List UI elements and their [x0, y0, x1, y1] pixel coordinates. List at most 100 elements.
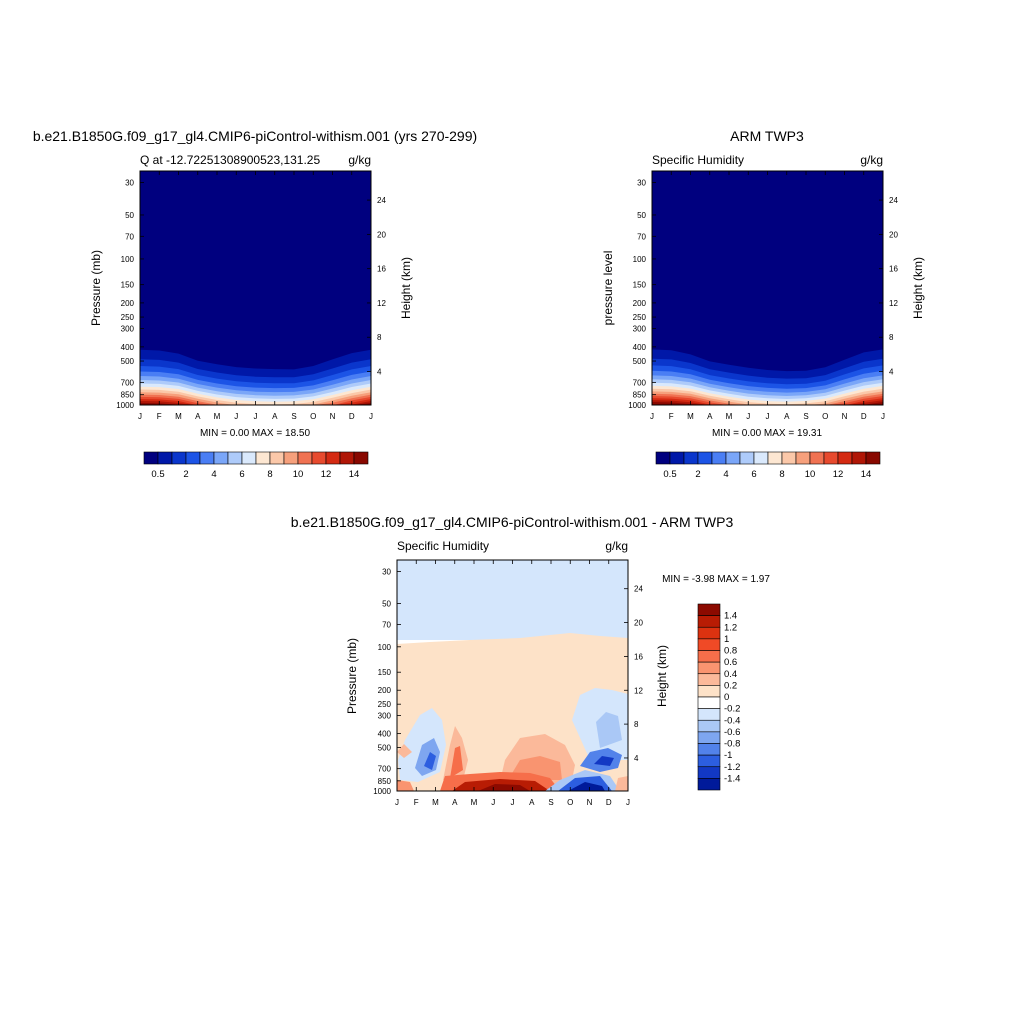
colorbar-swatch: [185, 451, 201, 465]
y-tick-label: 150: [121, 281, 135, 290]
x-tick-label: F: [414, 798, 419, 807]
colorbar-label: 0.4: [724, 669, 737, 680]
colorbar-label: 6: [751, 469, 756, 480]
x-tick-label: J: [138, 412, 142, 421]
colorbar-label: 10: [293, 469, 304, 480]
colorbar-swatch: [697, 766, 721, 779]
panel-diff-colorbar: 1.41.210.80.60.40.20-0.2-0.4-0.6-0.8-1-1…: [697, 603, 740, 791]
panel-diff-subtitle-right: g/kg: [605, 539, 628, 553]
colorbar-swatch: [283, 451, 299, 465]
colorbar-label: 8: [267, 469, 272, 480]
colorbar-swatch: [697, 685, 721, 698]
colorbar-label: 14: [861, 469, 872, 480]
colorbar-swatch: [697, 731, 721, 744]
colorbar-swatch: [325, 451, 341, 465]
colorbar-swatch: [171, 451, 187, 465]
x-tick-label: N: [330, 412, 336, 421]
diff-region-positive-april-core: [450, 746, 463, 778]
y-tick-label: 30: [637, 179, 646, 188]
y-tick-label: 200: [633, 299, 647, 308]
panel-obs-subtitle-right: g/kg: [860, 153, 883, 167]
y-tick-label: 1000: [116, 401, 134, 410]
height-tick-label: 20: [634, 619, 643, 628]
colorbar-swatch: [823, 451, 839, 465]
colorbar-swatch: [697, 778, 721, 791]
y-tick-label: 300: [121, 325, 135, 334]
height-tick-label: 16: [889, 265, 898, 274]
height-tick-label: 4: [377, 368, 382, 377]
y-tick-label: 150: [378, 668, 392, 677]
height-tick-label: 12: [634, 686, 643, 695]
colorbar-swatch: [697, 626, 721, 640]
colorbar-swatch: [241, 451, 257, 465]
panel-obs-title: ARM TWP3: [730, 128, 804, 144]
colorbar-label: 14: [349, 469, 360, 480]
panel-model-subtitle-left: Q at -12.72251308900523,131.25: [140, 153, 320, 167]
y-tick-label: 70: [125, 232, 134, 241]
panel-obs-stats: MIN = 0.00 MAX = 19.31: [712, 428, 822, 439]
y-tick-label: 200: [378, 686, 392, 695]
colorbar-label: -1.2: [724, 762, 740, 773]
x-tick-label: A: [452, 798, 458, 807]
y-tick-label: 30: [125, 179, 134, 188]
colorbar-swatch: [697, 603, 721, 616]
colorbar-label: -0.8: [724, 739, 740, 750]
panel-diff-height-ticks: 24 20 16 12 8 4: [624, 585, 643, 763]
colorbar-label: 8: [779, 469, 784, 480]
colorbar-swatch: [851, 451, 867, 465]
x-tick-label: M: [471, 798, 478, 807]
panel-diff-ylabel-right: Height (km): [655, 645, 669, 707]
height-tick-label: 12: [377, 299, 386, 308]
height-tick-label: 4: [634, 754, 639, 763]
panel-diff: b.e21.B1850G.f09_g17_gl4.CMIP6-piControl…: [291, 514, 771, 807]
y-tick-label: 500: [378, 744, 392, 753]
colorbar-swatch: [697, 615, 721, 628]
x-tick-label: M: [687, 412, 694, 421]
panel-diff-stats: MIN = -3.98 MAX = 1.97: [662, 574, 770, 585]
x-tick-label: O: [567, 798, 573, 807]
diff-region-positive-edge: [615, 776, 628, 791]
panel-model-height-ticks: 24 20 16 12 8 4: [367, 196, 386, 377]
colorbar-label: 1.2: [724, 622, 737, 633]
height-tick-label: 8: [634, 720, 639, 729]
y-tick-label: 200: [121, 299, 135, 308]
colorbar-swatch: [339, 451, 355, 465]
y-tick-label: 70: [637, 232, 646, 241]
colorbar-label: 12: [321, 469, 332, 480]
x-tick-label: J: [881, 412, 885, 421]
y-tick-label: 400: [633, 343, 647, 352]
x-tick-label: F: [157, 412, 162, 421]
y-tick-label: 100: [633, 255, 647, 264]
colorbar-label: 4: [723, 469, 728, 480]
panel-obs-subtitle-left: Specific Humidity: [652, 153, 744, 167]
y-tick-label: 100: [121, 255, 135, 264]
x-tick-label: N: [842, 412, 848, 421]
height-tick-label: 4: [889, 368, 894, 377]
y-tick-label: 850: [378, 777, 392, 786]
diff-region-surface-positive-jan: [397, 780, 414, 791]
panel-model-stats: MIN = 0.00 MAX = 18.50: [200, 428, 310, 439]
panel-model-field: [140, 171, 371, 405]
y-tick-label: 100: [378, 643, 392, 652]
colorbar-swatch: [697, 708, 721, 721]
panel-diff-ylabel: Pressure (mb): [345, 638, 359, 714]
colorbar-label: 0.5: [663, 469, 676, 480]
x-tick-label: S: [291, 412, 296, 421]
colorbar-swatch: [697, 638, 721, 651]
colorbar-swatch: [739, 451, 755, 465]
panel-obs-height-ticks: 24 20 16 12 8 4: [879, 196, 898, 377]
x-tick-label: M: [726, 412, 733, 421]
colorbar-label: 0.2: [724, 680, 737, 691]
height-tick-label: 12: [889, 299, 898, 308]
height-tick-label: 16: [377, 265, 386, 274]
y-tick-label: 300: [633, 325, 647, 334]
x-tick-label: J: [511, 798, 515, 807]
x-tick-label: J: [234, 412, 238, 421]
panel-diff-subtitle-left: Specific Humidity: [397, 539, 489, 553]
colorbar-swatch: [865, 451, 881, 465]
y-tick-label: 700: [378, 765, 392, 774]
height-tick-label: 8: [889, 333, 894, 342]
x-tick-label: D: [349, 412, 355, 421]
y-tick-label: 700: [633, 378, 647, 387]
